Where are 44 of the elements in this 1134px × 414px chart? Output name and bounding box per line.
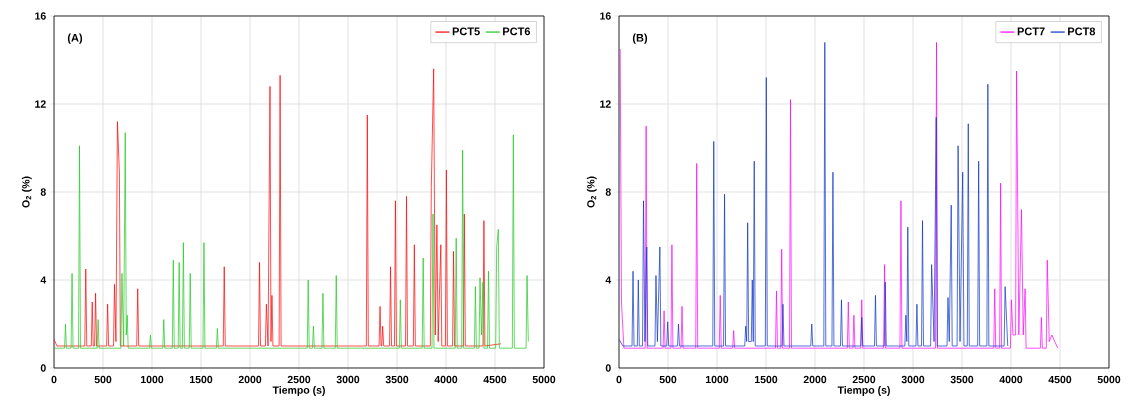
y-tick-label: 8 bbox=[40, 188, 46, 196]
x-tick-label: 2500 bbox=[287, 375, 311, 384]
y-tick-label: 4 bbox=[605, 276, 612, 284]
x-tick-label: 1500 bbox=[189, 375, 213, 384]
x-tick-label: 5000 bbox=[1097, 375, 1121, 384]
x-tick-label: 1000 bbox=[141, 375, 164, 384]
legend-label: PCT5 bbox=[452, 27, 480, 36]
x-tick-label: 5000 bbox=[532, 375, 556, 384]
y-tick-label: 16 bbox=[600, 12, 611, 20]
y-tick-label: 4 bbox=[40, 276, 47, 284]
x-tick-label: 2000 bbox=[803, 375, 827, 384]
line-series bbox=[54, 68, 502, 347]
y-tick-label: 0 bbox=[40, 364, 46, 372]
x-tick-label: 2000 bbox=[238, 375, 262, 384]
x-tick-label: 1500 bbox=[754, 375, 778, 384]
x-tick-label: 4000 bbox=[999, 375, 1023, 384]
y-tick-label: 0 bbox=[605, 364, 611, 372]
x-tick-label: 4500 bbox=[483, 375, 507, 384]
annotation: (A) bbox=[67, 33, 83, 44]
y-axis-title: O$_{2}$ (%) bbox=[21, 176, 32, 208]
x-tick-label: 2500 bbox=[852, 375, 876, 384]
x-tick-label: 500 bbox=[659, 375, 677, 384]
annotation: (B) bbox=[632, 33, 648, 44]
x-tick-label: 3000 bbox=[336, 375, 360, 384]
legend-label: PCT6 bbox=[503, 27, 531, 36]
x-tick-label: 0 bbox=[616, 375, 622, 384]
x-axis-title: Tiempo (s) bbox=[272, 386, 325, 396]
y-tick-label: 8 bbox=[605, 188, 611, 196]
legend-label: PCT7 bbox=[1017, 27, 1045, 36]
x-axis-title: Tiempo (s) bbox=[837, 386, 890, 396]
line-series bbox=[54, 132, 529, 349]
y-axis-title: O$_{2}$ (%) bbox=[586, 176, 597, 208]
x-tick-label: 1000 bbox=[705, 375, 729, 384]
x-tick-label: 3500 bbox=[950, 375, 974, 384]
x-tick-label: 4000 bbox=[434, 375, 458, 384]
x-tick-label: 0 bbox=[51, 375, 57, 384]
x-tick-label: 4500 bbox=[1048, 375, 1072, 384]
x-tick-label: 500 bbox=[94, 375, 112, 384]
y-tick-label: 16 bbox=[35, 12, 46, 20]
y-tick-label: 12 bbox=[35, 100, 46, 108]
y-tick-label: 12 bbox=[600, 100, 611, 108]
legend-label: PCT8 bbox=[1068, 27, 1096, 36]
x-tick-label: 3500 bbox=[385, 375, 409, 384]
x-tick-label: 3000 bbox=[901, 375, 925, 384]
